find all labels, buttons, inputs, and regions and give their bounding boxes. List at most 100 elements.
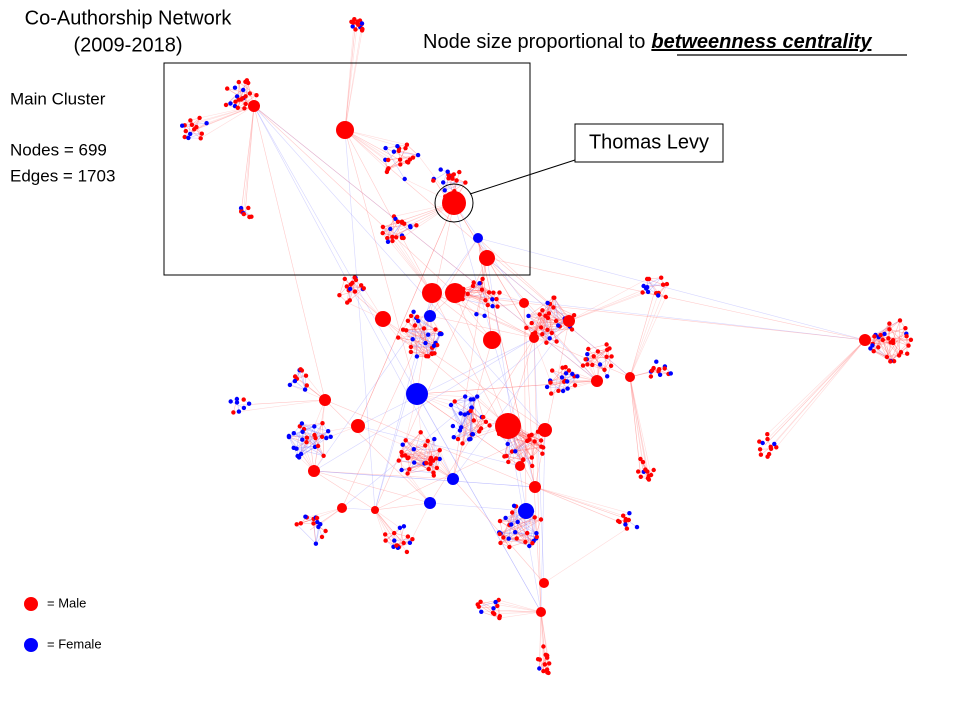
edge bbox=[416, 317, 427, 357]
edge bbox=[864, 339, 895, 362]
edge bbox=[534, 486, 631, 521]
node bbox=[474, 312, 479, 317]
node bbox=[870, 343, 875, 348]
node bbox=[385, 235, 390, 241]
node bbox=[286, 434, 292, 440]
node bbox=[888, 340, 893, 345]
edge bbox=[898, 320, 901, 356]
edge bbox=[499, 611, 542, 619]
edge bbox=[238, 82, 245, 109]
edge bbox=[344, 23, 363, 131]
edge bbox=[481, 289, 489, 306]
node bbox=[586, 346, 591, 352]
edge bbox=[401, 451, 434, 462]
edge bbox=[453, 428, 482, 438]
edge bbox=[315, 423, 323, 439]
edge bbox=[499, 517, 535, 535]
node bbox=[394, 235, 399, 240]
edge bbox=[526, 327, 552, 334]
node bbox=[400, 442, 405, 447]
hub-node bbox=[442, 191, 466, 215]
edge bbox=[406, 330, 438, 346]
node bbox=[408, 349, 414, 355]
node bbox=[452, 399, 457, 404]
legend-female-dot bbox=[24, 638, 38, 652]
hub-node bbox=[424, 497, 436, 509]
node bbox=[551, 305, 556, 310]
edge bbox=[346, 286, 364, 289]
edge bbox=[413, 311, 418, 357]
node bbox=[183, 128, 188, 134]
edge bbox=[288, 436, 302, 455]
node bbox=[390, 238, 395, 244]
edge bbox=[533, 517, 535, 542]
edges bbox=[182, 19, 912, 673]
node bbox=[896, 353, 902, 358]
edge bbox=[454, 399, 471, 402]
edge bbox=[406, 144, 419, 156]
edge bbox=[425, 445, 454, 480]
edge bbox=[313, 337, 535, 472]
edge bbox=[425, 329, 436, 344]
node bbox=[241, 397, 246, 402]
node bbox=[551, 295, 556, 300]
node bbox=[350, 24, 355, 29]
edge bbox=[387, 237, 433, 294]
node bbox=[403, 438, 408, 443]
edge bbox=[512, 512, 537, 534]
edge bbox=[299, 422, 323, 427]
node bbox=[188, 118, 193, 123]
node bbox=[292, 374, 298, 379]
node bbox=[468, 397, 473, 402]
node bbox=[345, 300, 350, 305]
hub-node bbox=[519, 298, 529, 308]
node bbox=[294, 446, 299, 451]
edge bbox=[402, 329, 435, 347]
node bbox=[405, 456, 410, 461]
edge bbox=[387, 221, 403, 242]
edge bbox=[409, 457, 432, 470]
node bbox=[399, 449, 404, 455]
node bbox=[626, 517, 631, 523]
subtitle-prefix: Node size proportional to bbox=[423, 31, 645, 53]
edge bbox=[402, 444, 432, 459]
node bbox=[876, 345, 881, 350]
node bbox=[458, 425, 464, 430]
node bbox=[491, 290, 496, 295]
node bbox=[414, 223, 419, 228]
edge bbox=[457, 421, 487, 440]
edge bbox=[424, 445, 426, 464]
node bbox=[352, 17, 357, 22]
node bbox=[651, 365, 656, 371]
node bbox=[541, 668, 546, 674]
edge bbox=[507, 337, 535, 427]
node bbox=[897, 318, 903, 323]
edge bbox=[523, 302, 527, 512]
hub-node bbox=[625, 372, 635, 382]
edge bbox=[425, 342, 435, 354]
edge bbox=[237, 80, 248, 108]
edge bbox=[394, 532, 408, 537]
edge bbox=[245, 82, 249, 104]
node bbox=[238, 205, 244, 211]
edge bbox=[586, 349, 608, 360]
edge bbox=[506, 455, 524, 460]
edge bbox=[470, 399, 474, 435]
hub-node bbox=[445, 283, 465, 303]
node bbox=[395, 219, 401, 224]
node bbox=[540, 332, 545, 337]
node bbox=[337, 293, 342, 298]
node bbox=[591, 354, 596, 359]
node bbox=[468, 436, 473, 442]
node bbox=[477, 429, 482, 434]
node bbox=[470, 432, 475, 437]
node bbox=[405, 318, 411, 323]
node bbox=[772, 441, 777, 447]
node bbox=[397, 525, 403, 530]
edge bbox=[253, 105, 598, 382]
node bbox=[887, 327, 892, 332]
edge bbox=[294, 380, 306, 390]
edge bbox=[374, 502, 431, 511]
edge bbox=[344, 23, 358, 131]
edge bbox=[374, 509, 401, 529]
